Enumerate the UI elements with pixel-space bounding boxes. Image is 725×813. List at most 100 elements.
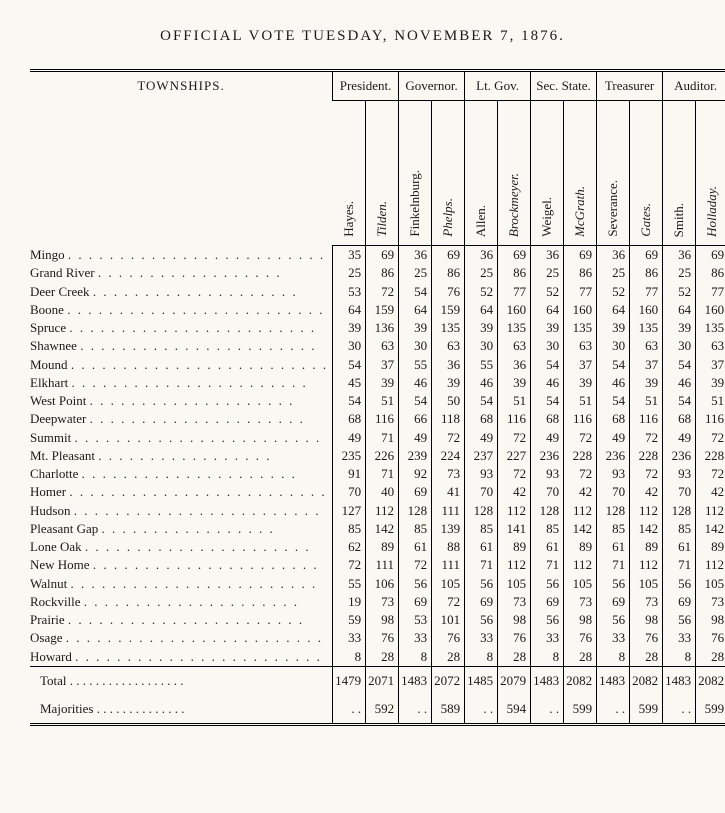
vote-cell: 135 <box>432 319 465 337</box>
vote-cell: 56 <box>597 611 630 629</box>
vote-cell: 42 <box>630 483 663 501</box>
township-name: Walnut . . . . . . . . . . . . . . . . .… <box>30 575 333 593</box>
table-row: Mingo . . . . . . . . . . . . . . . . . … <box>30 246 725 265</box>
vote-cell: 33 <box>465 629 498 647</box>
vote-cell: 35 <box>333 246 366 265</box>
township-name: Howard . . . . . . . . . . . . . . . . .… <box>30 648 333 667</box>
vote-cell: 28 <box>696 648 725 667</box>
group-header: Sec. State. <box>531 72 597 101</box>
vote-cell: 89 <box>630 538 663 556</box>
vote-cell: 36 <box>531 246 564 265</box>
vote-cell: 56 <box>465 575 498 593</box>
candidate-header: Brockmeyer. <box>498 101 531 246</box>
vote-cell: 159 <box>432 301 465 319</box>
total-cell: 2079 <box>498 666 531 695</box>
vote-cell: 72 <box>432 593 465 611</box>
table-row: Grand River . . . . . . . . . . . . . . … <box>30 264 725 282</box>
vote-cell: 73 <box>498 593 531 611</box>
vote-cell: 71 <box>465 556 498 574</box>
majority-cell: 594 <box>498 695 531 723</box>
vote-cell: 69 <box>564 246 597 265</box>
total-cell: 2082 <box>564 666 597 695</box>
vote-cell: 106 <box>366 575 399 593</box>
total-cell: 2082 <box>630 666 663 695</box>
vote-cell: 142 <box>630 520 663 538</box>
vote-cell: 19 <box>333 593 366 611</box>
vote-cell: 73 <box>432 465 465 483</box>
vote-cell: 86 <box>366 264 399 282</box>
vote-cell: 105 <box>630 575 663 593</box>
vote-cell: 112 <box>630 502 663 520</box>
vote-cell: 88 <box>432 538 465 556</box>
vote-cell: 237 <box>465 447 498 465</box>
vote-cell: 45 <box>333 374 366 392</box>
table-row: Hudson . . . . . . . . . . . . . . . . .… <box>30 502 725 520</box>
table-row: Summit . . . . . . . . . . . . . . . . .… <box>30 429 725 447</box>
vote-cell: 56 <box>399 575 432 593</box>
vote-cell: 142 <box>696 520 725 538</box>
vote-cell: 112 <box>696 502 725 520</box>
vote-cell: 116 <box>564 410 597 428</box>
vote-cell: 8 <box>465 648 498 667</box>
vote-cell: 28 <box>366 648 399 667</box>
vote-cell: 239 <box>399 447 432 465</box>
vote-cell: 61 <box>663 538 696 556</box>
township-name: Charlotte . . . . . . . . . . . . . . . … <box>30 465 333 483</box>
table-row: Mound . . . . . . . . . . . . . . . . . … <box>30 356 725 374</box>
majority-cell: . . <box>399 695 432 723</box>
candidate-header: Phelps. <box>432 101 465 246</box>
vote-cell: 8 <box>333 648 366 667</box>
majority-cell: . . <box>663 695 696 723</box>
vote-cell: 54 <box>531 356 564 374</box>
vote-cell: 89 <box>696 538 725 556</box>
majority-cell: . . <box>465 695 498 723</box>
township-name: Hudson . . . . . . . . . . . . . . . . .… <box>30 502 333 520</box>
vote-cell: 51 <box>366 392 399 410</box>
table-row: Boone . . . . . . . . . . . . . . . . . … <box>30 301 725 319</box>
majority-cell: 599 <box>696 695 725 723</box>
vote-cell: 39 <box>333 319 366 337</box>
vote-cell: 46 <box>531 374 564 392</box>
total-cell: 2072 <box>432 666 465 695</box>
vote-cell: 36 <box>663 246 696 265</box>
vote-cell: 68 <box>465 410 498 428</box>
vote-cell: 69 <box>498 246 531 265</box>
vote-cell: 54 <box>663 356 696 374</box>
vote-cell: 46 <box>465 374 498 392</box>
table-row: Spruce . . . . . . . . . . . . . . . . .… <box>30 319 725 337</box>
vote-cell: 37 <box>696 356 725 374</box>
group-header: Treasurer <box>597 72 663 101</box>
township-name: Mingo . . . . . . . . . . . . . . . . . … <box>30 246 333 265</box>
vote-cell: 160 <box>630 301 663 319</box>
table-row: Prairie . . . . . . . . . . . . . . . . … <box>30 611 725 629</box>
vote-cell: 56 <box>531 611 564 629</box>
township-name: Deer Creek . . . . . . . . . . . . . . .… <box>30 283 333 301</box>
candidate-header: Severance. <box>597 101 630 246</box>
vote-cell: 28 <box>630 648 663 667</box>
township-name: West Point . . . . . . . . . . . . . . .… <box>30 392 333 410</box>
vote-cell: 159 <box>366 301 399 319</box>
vote-cell: 37 <box>366 356 399 374</box>
majority-cell: 592 <box>366 695 399 723</box>
vote-cell: 128 <box>465 502 498 520</box>
township-name: Homer . . . . . . . . . . . . . . . . . … <box>30 483 333 501</box>
vote-cell: 70 <box>531 483 564 501</box>
vote-cell: 86 <box>498 264 531 282</box>
vote-cell: 112 <box>498 502 531 520</box>
vote-cell: 49 <box>531 429 564 447</box>
township-name: Deepwater . . . . . . . . . . . . . . . … <box>30 410 333 428</box>
vote-cell: 111 <box>366 556 399 574</box>
vote-cell: 85 <box>465 520 498 538</box>
vote-cell: 28 <box>432 648 465 667</box>
vote-cell: 76 <box>498 629 531 647</box>
vote-cell: 72 <box>630 429 663 447</box>
vote-cell: 73 <box>564 593 597 611</box>
candidate-header: Tilden. <box>366 101 399 246</box>
vote-cell: 86 <box>696 264 725 282</box>
vote-cell: 85 <box>333 520 366 538</box>
vote-cell: 30 <box>531 337 564 355</box>
vote-cell: 85 <box>531 520 564 538</box>
vote-cell: 72 <box>696 465 725 483</box>
vote-cell: 71 <box>366 429 399 447</box>
vote-cell: 54 <box>597 392 630 410</box>
